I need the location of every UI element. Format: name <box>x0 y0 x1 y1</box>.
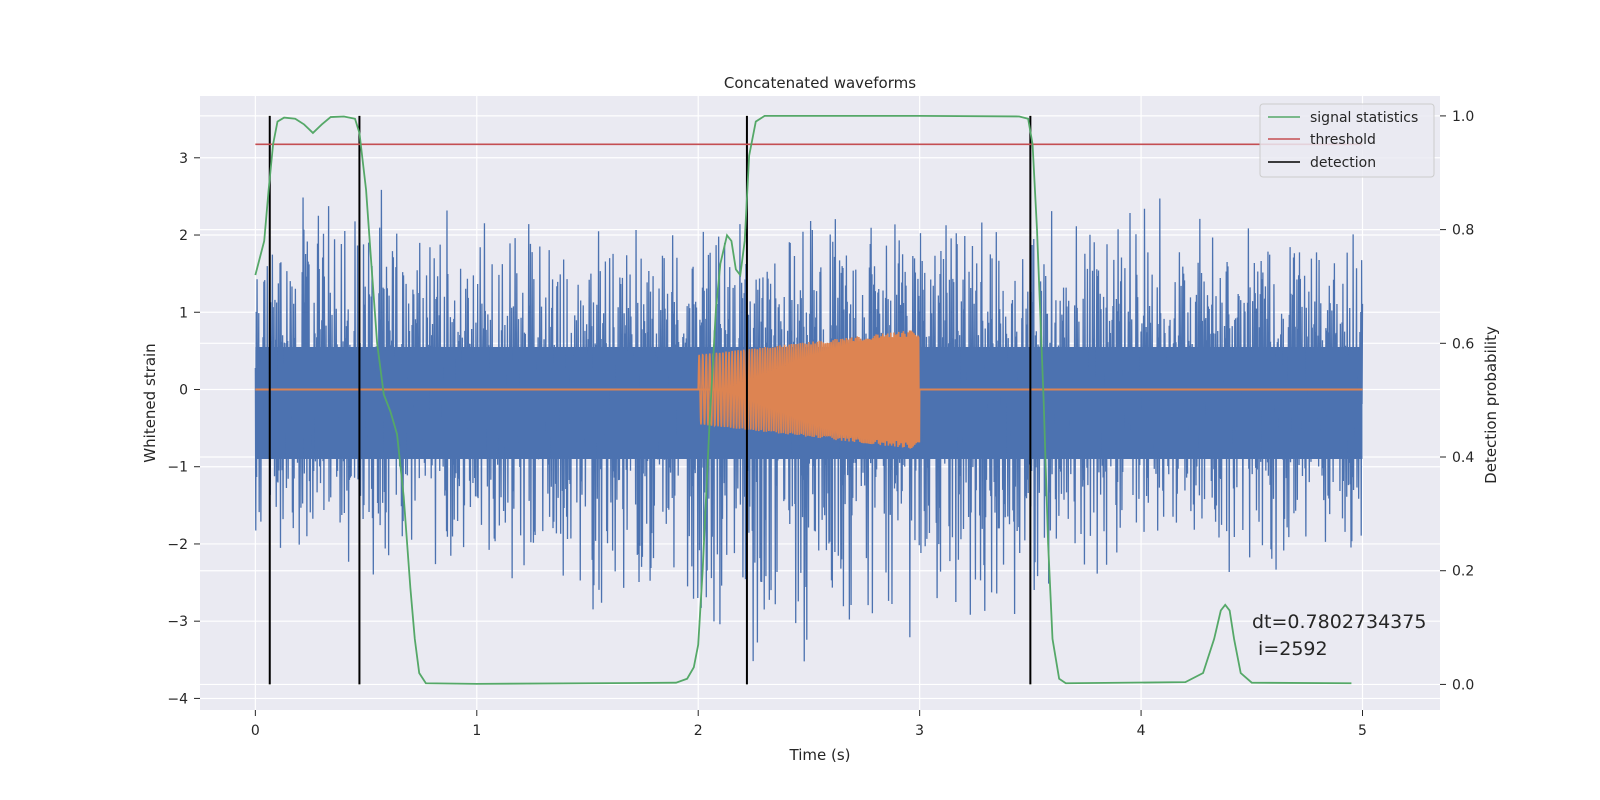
x-tick-label: 5 <box>1358 723 1367 739</box>
legend-box <box>1259 103 1435 178</box>
annotation-dt: dt=0.7802734375 <box>1252 611 1426 633</box>
y2-tick-label: 0.4 <box>1452 450 1474 466</box>
series-layer <box>254 115 1364 685</box>
signal-statistics-curve <box>254 115 1352 685</box>
y2-tick-label: 1.0 <box>1452 109 1474 125</box>
legend-label-threshold: threshold <box>1310 132 1376 148</box>
chart-title: Concatenated waveforms <box>724 74 916 92</box>
y-tick-label: 0 <box>179 382 188 398</box>
x-axis-label: Time (s) <box>789 746 851 764</box>
legend: signal statistics threshold detection <box>1259 103 1435 178</box>
annotation-i: i=2592 <box>1252 638 1328 660</box>
x-tick-label: 2 <box>694 723 703 739</box>
y-tick-label: 3 <box>179 151 188 167</box>
x-tick-label: 4 <box>1137 723 1146 739</box>
y-tick-label: −2 <box>167 537 188 553</box>
x-tick-label: 0 <box>251 723 260 739</box>
y-axis-label: Whitened strain <box>141 343 159 462</box>
y-tick-label: 2 <box>179 228 188 244</box>
x-tick-label: 3 <box>915 723 924 739</box>
signal-chirp <box>697 330 921 449</box>
legend-label-detection: detection <box>1310 155 1376 171</box>
y2-tick-label: 0.2 <box>1452 564 1474 580</box>
y2-tick-label: 0.0 <box>1452 677 1474 693</box>
y2-tick-label: 0.6 <box>1452 336 1474 352</box>
axes-tick-labels: 0 1 2 3 4 5 −4 −3 −2 −1 0 1 2 3 0.0 0.2 0.4 0.6 0.8 1.0 <box>167 109 1474 739</box>
y2-axis-label: Detection probability <box>1482 326 1500 484</box>
y2-tick-label: 0.8 <box>1452 223 1474 239</box>
y-tick-label: 1 <box>179 305 188 321</box>
y-tick-label: −3 <box>167 614 188 630</box>
annotation: dt=0.7802734375 i=2592 <box>1252 611 1426 660</box>
y-tick-label: −4 <box>167 691 188 707</box>
x-tick-label: 1 <box>472 723 481 739</box>
legend-label-signal-statistics: signal statistics <box>1310 110 1418 126</box>
y-tick-label: −1 <box>167 460 188 476</box>
